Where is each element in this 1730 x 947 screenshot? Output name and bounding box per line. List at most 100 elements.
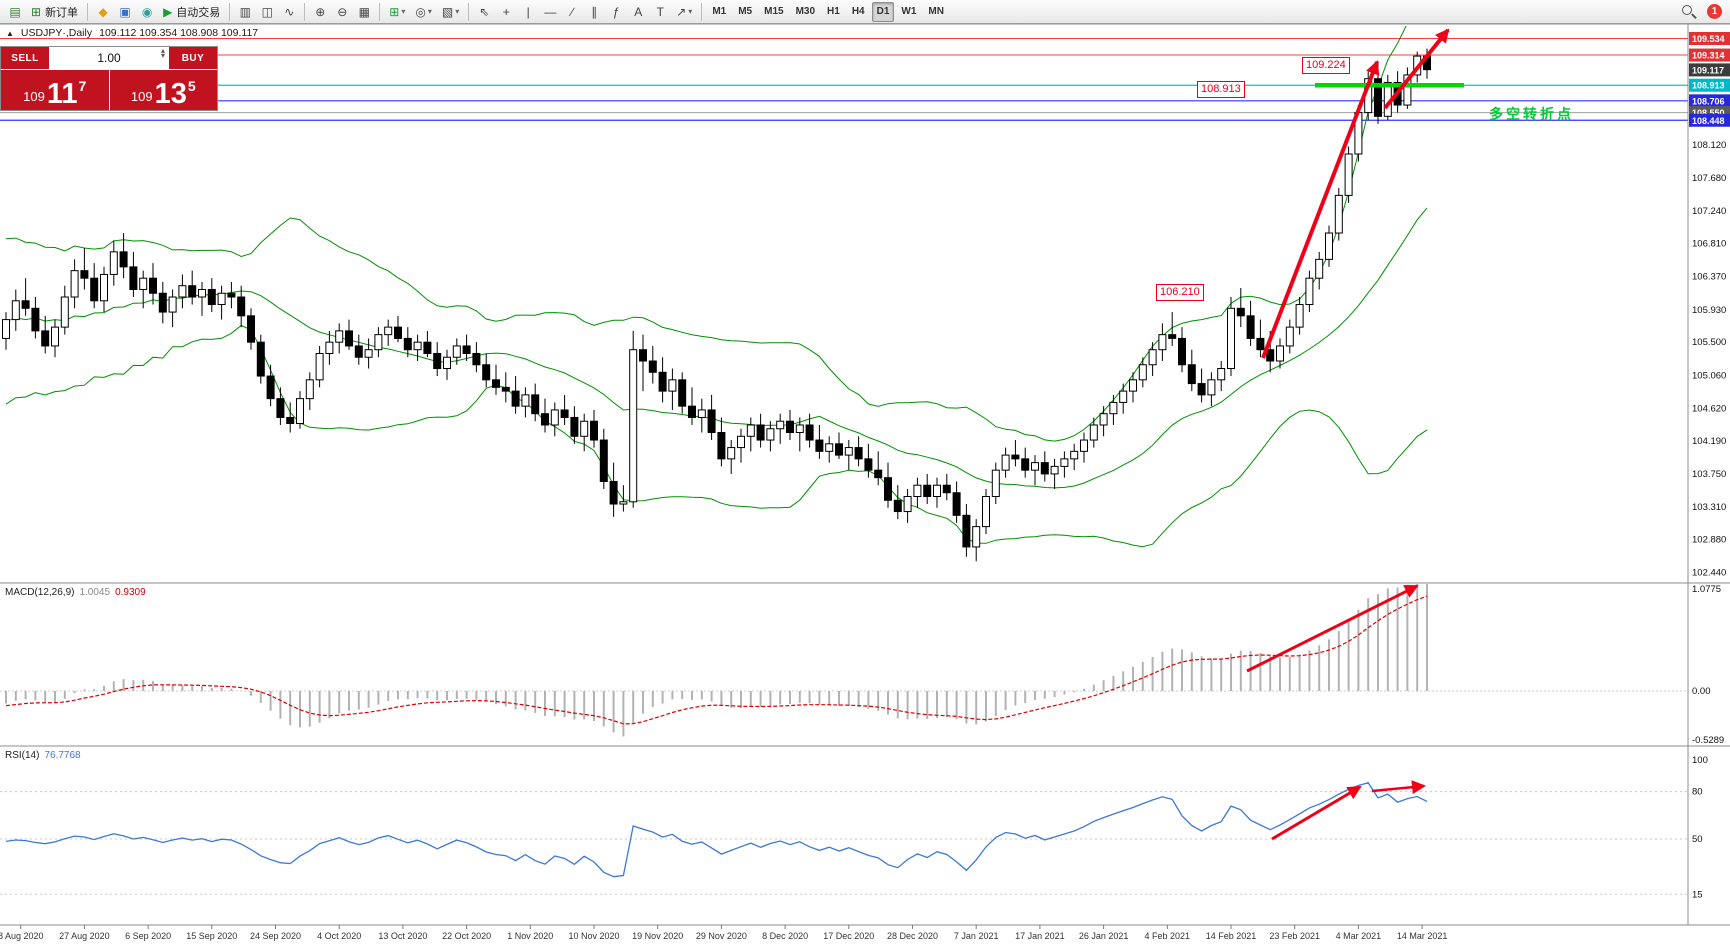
fibonacci-button[interactable]: ƒ [606,2,626,22]
buy-button[interactable]: BUY [169,47,217,69]
timeframe-m15-button[interactable]: M15 [764,6,784,17]
svg-text:0.00: 0.00 [1692,686,1711,697]
svg-text:108.120: 108.120 [1692,140,1726,151]
indicators-button[interactable]: ⊞ ▾ [385,2,409,22]
rsi-indicator-label: RSI(14) 76.7768 [5,750,81,761]
trade-panel-controls: SELL 1.00 ▴ ▾ BUY [1,47,217,69]
svg-text:14 Feb 2021: 14 Feb 2021 [1206,931,1257,941]
text-icon: A [634,4,643,19]
price-label-object[interactable]: 106.210 [1156,284,1204,301]
bollinger-bands [5,26,1428,548]
svg-text:8 Dec 2020: 8 Dec 2020 [762,931,808,941]
svg-text:109.117: 109.117 [1692,65,1724,75]
price-label-object[interactable]: 108.913 [1197,81,1245,98]
candle-chart-type-button[interactable]: ◫ [257,2,277,22]
dropdown-caret-icon: ▾ [688,7,693,16]
horizontal-line-button[interactable]: — [540,2,560,22]
algo-trading-icon-icon: ◆ [98,4,108,19]
svg-text:4 Oct 2020: 4 Oct 2020 [317,931,361,941]
dropdown-caret-icon: ▾ [427,7,432,16]
svg-text:6 Sep 2020: 6 Sep 2020 [125,931,171,941]
timeframe-h4-button[interactable]: H4 [851,6,865,17]
search-button[interactable] [1678,2,1699,22]
chart-title: ▲ USDJPY·,Daily 109.112 109.354 108.908 … [6,27,258,39]
notification-badge[interactable]: 1 [1707,4,1722,19]
sell-button[interactable]: SELL [1,47,49,69]
svg-text:106.810: 106.810 [1692,239,1726,250]
crosshair-button[interactable]: + [496,2,516,22]
time-axis[interactable]: 8 Aug 2020 27 Aug 2020 6 Sep 2020 15 Sep 20… [0,925,1447,941]
svg-text:27 Aug 2020: 27 Aug 2020 [59,931,110,941]
fibonacci-icon: ƒ [612,4,620,19]
algo-trading-icon-button[interactable]: ◆ [93,2,113,22]
buy-price-display[interactable]: 109 13 5 [109,70,217,110]
tile-windows-icon: ▦ [358,4,370,19]
volume-value[interactable]: 1.00 [97,51,121,65]
market-watch-button[interactable]: ▣ [115,2,135,22]
cursor-button[interactable]: ⇖ [474,2,494,22]
timeframe-d1-button[interactable]: D1 [871,1,895,22]
svg-text:10 Nov 2020: 10 Nov 2020 [568,931,619,941]
line-chart-type-button[interactable]: ∿ [279,2,299,22]
timeframe-m30-button[interactable]: M30 [795,6,816,17]
turning-point-note[interactable]: 多空转折点 [1489,106,1574,122]
volume-spinner[interactable]: ▴ ▾ [160,46,165,60]
spinner-down-icon[interactable]: ▾ [160,50,165,60]
svg-text:103.750: 103.750 [1692,469,1726,480]
text-button[interactable]: A [628,2,648,22]
price-label-object[interactable]: 109.224 [1302,57,1350,74]
rsi-graphics [0,782,1688,895]
trend-arrow-object[interactable] [1261,60,1380,359]
timeframe-m1-button[interactable]: M1 [712,6,727,17]
arrows-tool-icon: ↗ [676,4,687,19]
arrows-tool-button[interactable]: ↗ ▾ [672,2,696,22]
svg-text:108.448: 108.448 [1692,116,1725,126]
bar-chart-type-button[interactable]: ▥ [235,2,255,22]
price-tag [1689,113,1730,127]
svg-text:109.534: 109.534 [1692,34,1725,44]
auto-trading-icon: ▶ [163,4,173,19]
new-chart-button[interactable]: ▤ [5,2,25,22]
toolbar-divider [701,2,703,21]
sell-price-pips: 11 [46,78,78,111]
svg-text:109.314: 109.314 [1692,51,1725,61]
timeframe-mn-button[interactable]: MN [928,6,944,17]
trendline-button[interactable]: ∕ [562,2,582,22]
trend-arrow-object[interactable] [1246,584,1419,673]
price-axis[interactable]: 108.120 107.680 107.240 106.810 106.370 105.9… [1689,32,1730,900]
strategy-navigator-button[interactable]: ◉ [137,2,157,22]
vertical-line-button[interactable]: | [518,2,538,22]
zoom-out-button[interactable]: ⊖ [332,2,352,22]
svg-text:106.370: 106.370 [1692,272,1726,283]
svg-text:26 Jan 2021: 26 Jan 2021 [1079,931,1129,941]
sell-price-display[interactable]: 109 11 7 [1,70,109,110]
label-button[interactable]: T [650,2,670,22]
new-chart-icon: ▤ [9,4,21,19]
timeframe-w1-button[interactable]: W1 [901,6,917,17]
trend-arrow-object[interactable] [1271,785,1362,841]
spinner-up-icon[interactable]: ▴ [160,46,165,55]
horizontal-price-lines [0,38,1688,121]
trend-arrow-object[interactable] [1383,28,1450,110]
timeframe-m5-button[interactable]: M5 [738,6,753,17]
timeframe-h1-button[interactable]: H1 [827,6,840,17]
svg-text:80: 80 [1692,787,1703,798]
market-watch-icon: ▣ [119,4,131,19]
trend-arrow-object[interactable] [1371,780,1426,795]
svg-text:107.240: 107.240 [1692,206,1726,217]
volume-stepper[interactable]: 1.00 ▴ ▾ [50,47,168,69]
svg-text:28 Dec 2020: 28 Dec 2020 [887,931,938,941]
chart-symbol-period: USDJPY·,Daily [20,27,93,39]
svg-text:105.060: 105.060 [1692,370,1726,381]
zoom-in-button[interactable]: ⊕ [310,2,330,22]
channel-button[interactable]: ∥ [584,2,604,22]
tile-windows-button[interactable]: ▦ [354,2,374,22]
auto-trading-button[interactable]: ▶ 自动交易 [159,2,224,22]
trendline-icon: ∕ [571,4,574,19]
svg-text:100: 100 [1692,755,1708,766]
objects-list-button[interactable]: ◎ ▾ [411,2,436,22]
horizontal-line-icon: — [544,4,557,19]
templates-button[interactable]: ▧ ▾ [438,2,463,22]
new-order-button[interactable]: ⊞ 新订单 [27,2,82,22]
